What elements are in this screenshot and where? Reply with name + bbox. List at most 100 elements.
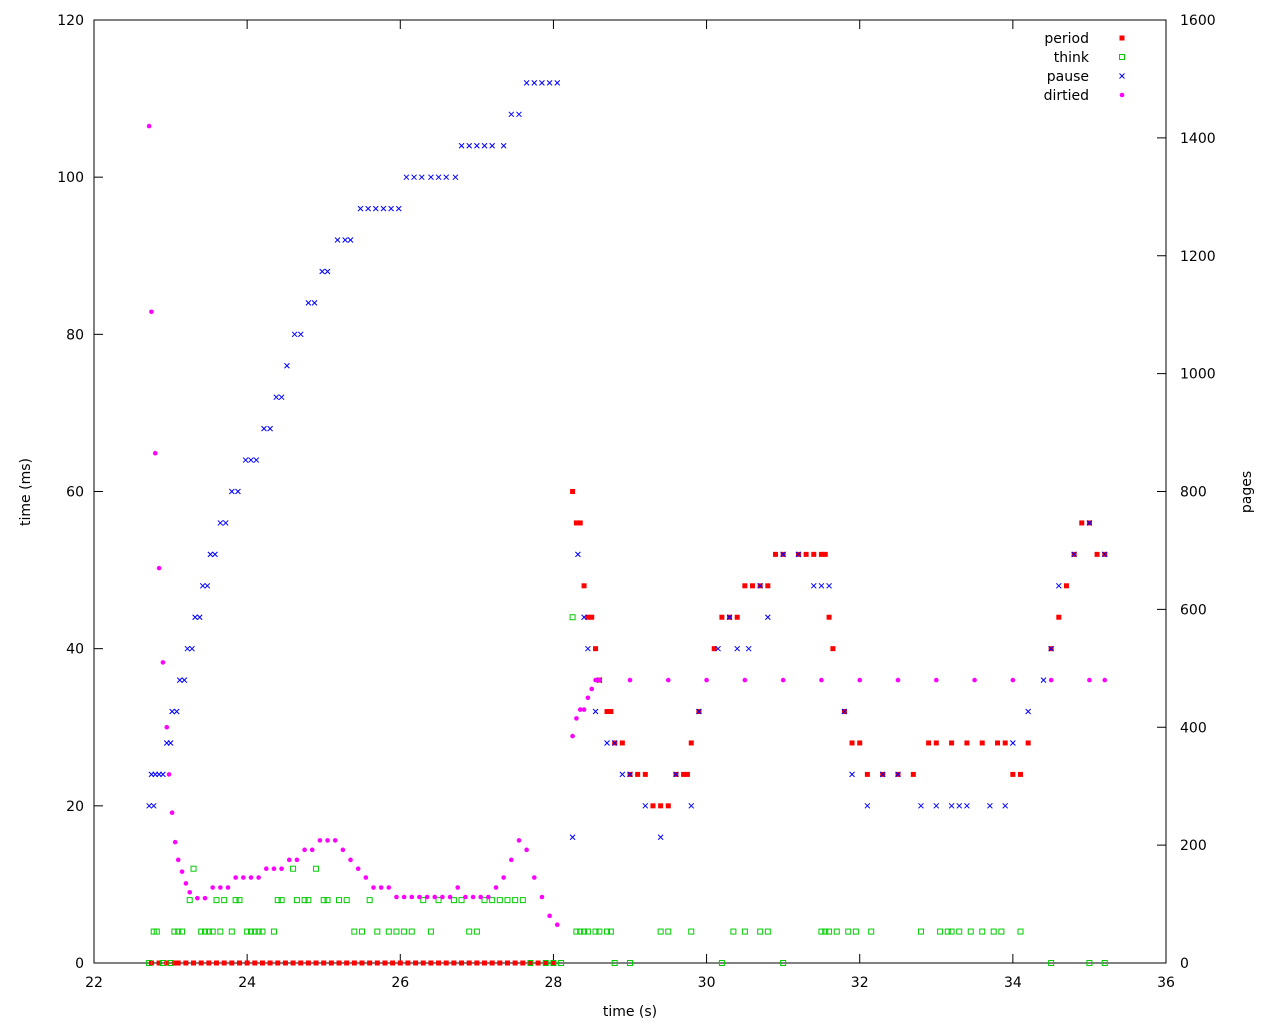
dirtied-point (195, 895, 200, 901)
period-point (570, 489, 576, 494)
think-point (259, 928, 266, 935)
think-point (730, 928, 737, 935)
dirtied-point (179, 869, 185, 874)
dirtied-point (409, 894, 415, 900)
period-point (428, 960, 434, 966)
period-point (374, 960, 380, 966)
think-point (818, 928, 825, 935)
think-point (512, 897, 519, 904)
think-point (301, 897, 308, 904)
legend-label-period: period (1044, 31, 1089, 47)
think-point (420, 897, 427, 904)
period-point (275, 960, 281, 966)
period-point (864, 771, 870, 777)
pause-point (173, 708, 180, 715)
period-point (451, 960, 457, 966)
think-point (584, 928, 591, 935)
pause-point (1071, 551, 1077, 558)
pause-point (657, 834, 664, 841)
y-axis-ticks: 0 20 40 60 80 100 120 (57, 13, 103, 972)
period-point (1018, 771, 1024, 777)
period-point (589, 614, 595, 620)
period-point (635, 771, 641, 777)
pause-point (253, 457, 260, 463)
period-point (191, 960, 197, 966)
dirtied-point (152, 450, 158, 456)
think-point (450, 897, 457, 904)
pause-point (284, 362, 290, 369)
dirtied-point (857, 677, 863, 683)
dirtied-point (218, 885, 223, 890)
period-point (305, 960, 311, 966)
think-point (718, 960, 725, 966)
pause-point (388, 205, 394, 212)
think-point (278, 897, 285, 904)
pause-point (795, 551, 802, 558)
period-point (252, 960, 258, 966)
pause-point (1101, 551, 1108, 558)
pause-point (150, 802, 157, 809)
think-point (305, 897, 312, 904)
x-tick-label: 28 (545, 975, 563, 991)
pause-point (764, 614, 771, 621)
dirtied-point (593, 677, 598, 683)
pause-point (248, 457, 254, 463)
think-point (153, 928, 160, 935)
period-point (1025, 740, 1031, 746)
pause-point (841, 708, 848, 715)
think-point (171, 928, 178, 935)
pause-point (273, 394, 280, 401)
think-point (822, 928, 829, 935)
period-point (321, 960, 327, 966)
think-point (519, 897, 526, 904)
dirtied-point (348, 857, 353, 863)
period-point (336, 960, 342, 966)
period-point (543, 960, 549, 966)
dirtied-point (340, 847, 346, 853)
pause-point (585, 645, 591, 652)
period-point (535, 960, 541, 966)
pause-point (235, 488, 241, 495)
dirtied-point (424, 894, 430, 900)
pause-point (324, 268, 331, 275)
pause-point (222, 520, 229, 526)
dirtied-point (302, 847, 307, 853)
pause-point (546, 80, 553, 86)
series-think (146, 614, 1108, 966)
dirtied-point (597, 677, 602, 683)
pause-point (242, 457, 249, 463)
think-point (359, 928, 365, 935)
think-point (393, 928, 400, 935)
think-point (209, 928, 216, 935)
x-tick-label: 24 (238, 975, 256, 991)
period-point (1010, 771, 1016, 777)
dirtied-point (895, 677, 901, 683)
pause-point (879, 771, 886, 778)
dirtied-point (317, 838, 323, 843)
pause-point (297, 331, 304, 338)
pause-point (189, 645, 195, 652)
dirtied-point (589, 686, 595, 692)
dirtied-point (187, 889, 193, 895)
period-point (849, 740, 855, 746)
think-point (150, 928, 157, 935)
pause-point (895, 771, 901, 778)
pause-point (604, 740, 610, 746)
period-point (681, 771, 687, 777)
pause-point (169, 708, 175, 715)
dirtied-point (164, 724, 170, 730)
period-point (650, 803, 656, 809)
period-point (765, 583, 771, 589)
legend-label-dirtied: dirtied (1044, 88, 1089, 104)
series-period (148, 489, 1108, 966)
period-point (826, 614, 832, 620)
pause-point (611, 740, 618, 746)
dirtied-point (1048, 677, 1054, 683)
period-point (619, 740, 625, 746)
series-dirtied (146, 123, 1108, 927)
dirtied-point (531, 875, 537, 880)
think-point (202, 928, 209, 935)
dirtied-point (202, 895, 208, 901)
think-point (577, 928, 584, 935)
pause-point (523, 80, 530, 86)
